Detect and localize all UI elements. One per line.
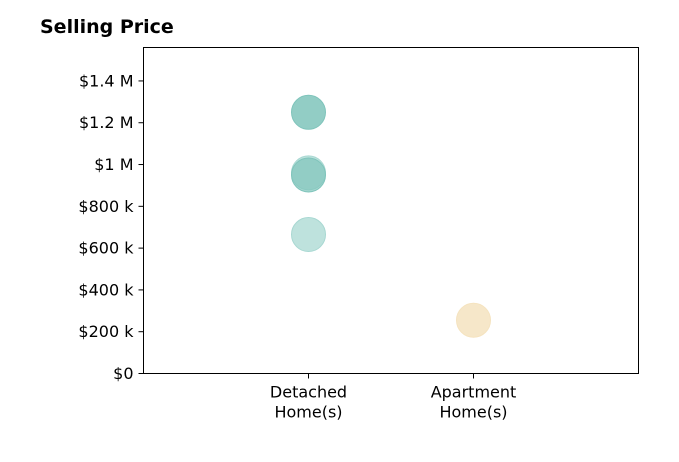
y-tick-label: $0 [113,364,133,383]
plot-frame [143,47,639,374]
data-point [291,157,326,193]
y-tick-label: $800 k [78,197,134,216]
data-points [291,94,491,338]
x-tick-label: Apartment Home(s) [431,383,517,422]
y-axis: $0 $200 k $400 k $600 k $800 k $1 M $1.2 M $1.4… [78,71,144,383]
y-tick-label: $1 M [94,155,133,174]
data-point [456,302,491,338]
x-axis: Detached Home(s) Apartment Home(s) [270,373,517,422]
chart-title: Selling Price [40,16,174,38]
y-tick-label: $400 k [78,280,134,299]
y-tick-label: $1.4 M [79,71,134,90]
y-tick-label: $1.2 M [79,113,134,132]
y-tick-label: $600 k [78,239,134,258]
y-tick-label: $200 k [78,322,134,341]
data-point [291,217,326,253]
data-point [291,94,326,130]
x-tick-label: Detached Home(s) [270,383,347,422]
